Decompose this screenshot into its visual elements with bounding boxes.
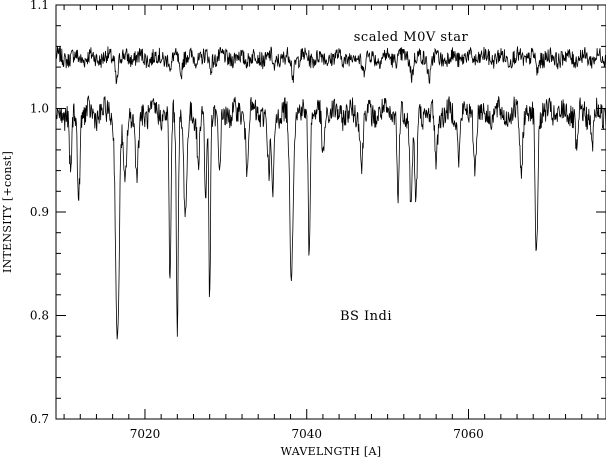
plot-frame: [55, 4, 606, 420]
y-tick-label: 0.9: [30, 205, 49, 219]
x-axis-label: WAVELNGTH [A]: [281, 445, 382, 458]
axis-ticks: [56, 4, 606, 420]
series-bs-indi: [55, 95, 606, 340]
y-axis-label: INTENSITY [+const]: [1, 151, 14, 273]
series-scaled-m0v-star: [55, 46, 606, 85]
spectra-lines: [55, 46, 606, 340]
y-tick-label: 0.8: [30, 309, 49, 323]
axis-tick-labels: 7020 7040 7060 0.7 0.8 0.9 1.0 1.1: [30, 0, 484, 441]
annotation-bs-indi: BS Indi: [340, 309, 392, 324]
x-tick-label: 7040: [291, 427, 322, 441]
x-tick-label: 7020: [130, 427, 161, 441]
x-tick-label: 7060: [453, 427, 484, 441]
annotation-scaled-m0v-star: scaled M0V star: [354, 30, 469, 45]
y-tick-label: 1.0: [30, 102, 49, 116]
y-tick-label: 0.7: [30, 412, 49, 426]
y-tick-label: 1.1: [30, 0, 49, 12]
